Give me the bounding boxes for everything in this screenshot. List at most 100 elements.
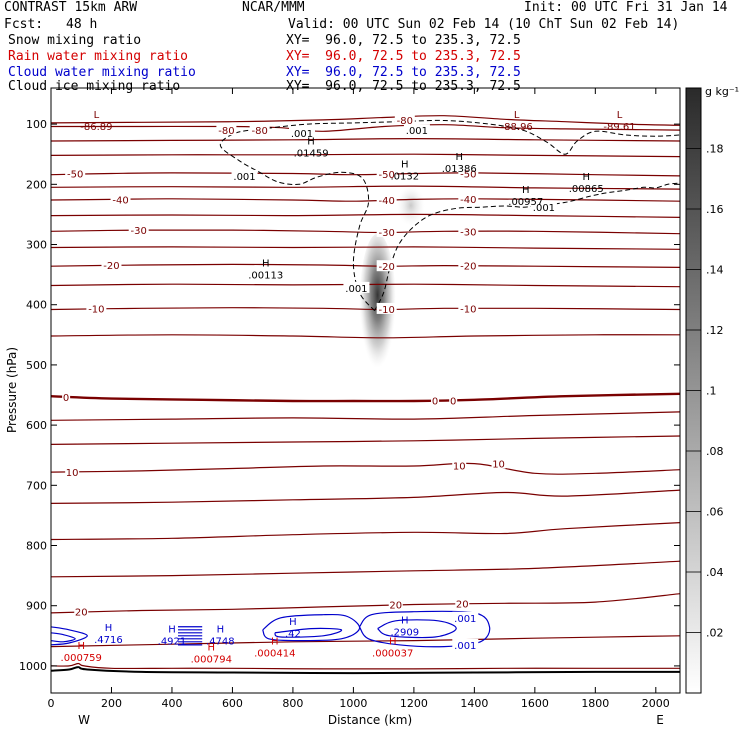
isotherm-label-25-bg xyxy=(388,598,403,610)
x-tick-label-9: 1800 xyxy=(581,697,609,710)
temperature-contours xyxy=(51,115,680,648)
isotherm-label-24: 20 xyxy=(75,608,88,619)
colorbar-tick-label-6: .14 xyxy=(706,264,724,277)
y-tick-label-6: 700 xyxy=(26,479,47,492)
x-tick-label-10: 2000 xyxy=(642,697,670,710)
cloud-ice-contour-east xyxy=(374,182,680,311)
isotherm-label-11: -30 xyxy=(460,227,476,238)
isotherm-label-9: -30 xyxy=(131,226,147,237)
extremum-marker-0: L xyxy=(94,110,100,121)
x-end-right: E xyxy=(656,713,664,727)
extremum-marker-12: H xyxy=(289,617,297,628)
cloud-water-contour-0 xyxy=(51,626,88,646)
field-xy-cloud-water: XY= 96.0, 72.5 to 235.3, 72.5 xyxy=(286,65,521,80)
isotherm-label-8-bg xyxy=(458,192,479,204)
y-axis-label: Pressure (hPa) xyxy=(5,347,19,433)
isotherm-7 xyxy=(51,213,680,218)
colorbar-tick-label-0: .02 xyxy=(706,627,724,640)
extremum-value-5: .01386 xyxy=(442,164,477,175)
isotherm-label-21-bg xyxy=(65,466,80,478)
isotherm-label-17-bg xyxy=(458,302,479,314)
isotherm-label-12-bg xyxy=(101,258,122,270)
isotherm-label-20-bg xyxy=(449,394,458,406)
isotherm-label-4: -50 xyxy=(378,170,394,181)
colorbar-units: g kg⁻¹ xyxy=(705,85,739,98)
colorbar-tick-label-3: .08 xyxy=(706,445,724,458)
isotherm-label-14: -20 xyxy=(460,262,476,273)
extremum-value-14: .000759 xyxy=(61,653,102,664)
plot-frame xyxy=(50,87,681,694)
x-tick-label-6: 1200 xyxy=(400,697,428,710)
isotherm-label-23: 10 xyxy=(492,460,505,471)
isotherm-4 xyxy=(51,172,680,177)
extremum-value-7: .00865 xyxy=(569,184,604,195)
isotherm-label-10: -30 xyxy=(378,228,394,239)
x-tick-label-5: 1000 xyxy=(339,697,367,710)
ice-label-1-bg xyxy=(403,124,430,136)
field-name-snow: Snow mixing ratio xyxy=(8,33,142,48)
extremum-marker-10: H xyxy=(168,625,176,636)
extremum-value-16: .000414 xyxy=(254,649,295,660)
cloud-ice-contour-west xyxy=(219,119,680,312)
isotherm-10 xyxy=(51,263,680,268)
extremum-value-3: .01459 xyxy=(294,148,329,159)
extremum-value-2: -89.61 xyxy=(603,122,635,133)
y-tick-label-0: 100 xyxy=(26,118,47,131)
isotherm-label-3: -50 xyxy=(67,169,83,180)
extremum-marker-8: H xyxy=(262,259,270,270)
isotherm-12 xyxy=(51,307,680,311)
cloud-water-contours xyxy=(51,610,491,648)
ice-label-0-bg xyxy=(288,127,315,139)
isotherm-21 xyxy=(51,593,680,614)
extremum-value-13: .2909 xyxy=(390,628,419,639)
isotherm-3 xyxy=(51,153,680,158)
y-tick-label-8: 900 xyxy=(26,600,47,613)
ice-label-2-bg xyxy=(231,169,258,181)
ice-label-3-bg xyxy=(343,281,370,293)
ice-label-2: .001 xyxy=(233,172,255,183)
isotherm-label-12: -20 xyxy=(103,261,119,272)
colorbar-tick-label-5: .12 xyxy=(706,324,724,337)
isotherm-0 xyxy=(51,115,680,126)
field-name-cloud-water: Cloud water mixing ratio xyxy=(8,65,196,80)
init-time: Init: 00 UTC Fri 31 Jan 14 xyxy=(524,0,728,15)
cloud-water-label-1: .001 xyxy=(454,641,476,652)
x-tick-label-8: 1600 xyxy=(521,697,549,710)
isotherm-label-9-bg xyxy=(128,224,149,236)
field-xy-snow: XY= 96.0, 72.5 to 235.3, 72.5 xyxy=(286,33,521,48)
isotherm-22 xyxy=(51,635,680,648)
isotherm-label-14-bg xyxy=(458,259,479,271)
isotherm-label-5: -50 xyxy=(460,169,476,180)
extremum-marker-11: H xyxy=(217,625,225,636)
isotherm-label-13: -20 xyxy=(378,262,394,273)
extrema-markers: L-86.89L-88.96L-89.61H.01459H.0132H.0138… xyxy=(61,110,636,666)
isotherm-label-23-bg xyxy=(491,457,506,469)
isotherm-label-3-bg xyxy=(65,167,86,179)
isotherm-label-11-bg xyxy=(458,225,479,237)
isotherm-9 xyxy=(51,246,680,250)
colorbar-tick-label-8: .18 xyxy=(706,143,724,156)
isotherm-20 xyxy=(51,560,680,578)
colorbar-tick-label-7: .16 xyxy=(706,203,724,216)
y-tick-label-9: 1000 xyxy=(19,660,47,673)
isotherm-label-22: 10 xyxy=(453,461,466,472)
isotherm-label-20: 0 xyxy=(450,396,456,407)
isotherm-label-18-bg xyxy=(62,390,71,402)
isotherm-label-21: 10 xyxy=(66,468,79,479)
cloud-water-contour-2 xyxy=(262,613,361,642)
field-xy-rain: XY= 96.0, 72.5 to 235.3, 72.5 xyxy=(286,49,521,64)
cloud-water-label-1-bg xyxy=(452,638,479,650)
isotherm-17 xyxy=(51,462,680,475)
extremum-value-15: .000794 xyxy=(191,655,232,666)
colorbar-tick-label-1: .04 xyxy=(706,566,724,579)
isotherm-label-13-bg xyxy=(376,260,397,272)
x-axis-label: Distance (km) xyxy=(328,713,412,727)
extremum-marker-3: H xyxy=(307,136,315,147)
isotherm-15 xyxy=(51,411,680,421)
isotherm-label-1: -80 xyxy=(251,126,267,137)
isotherm-1 xyxy=(51,124,680,132)
isotherm-label-15: -10 xyxy=(88,304,104,315)
valid-time: Valid: 00 UTC Sun 02 Feb 14 (10 ChT Sun … xyxy=(288,17,680,32)
isotherm-label-2-bg xyxy=(394,113,415,125)
